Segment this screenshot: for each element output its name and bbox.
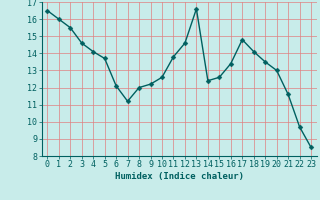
X-axis label: Humidex (Indice chaleur): Humidex (Indice chaleur)	[115, 172, 244, 181]
